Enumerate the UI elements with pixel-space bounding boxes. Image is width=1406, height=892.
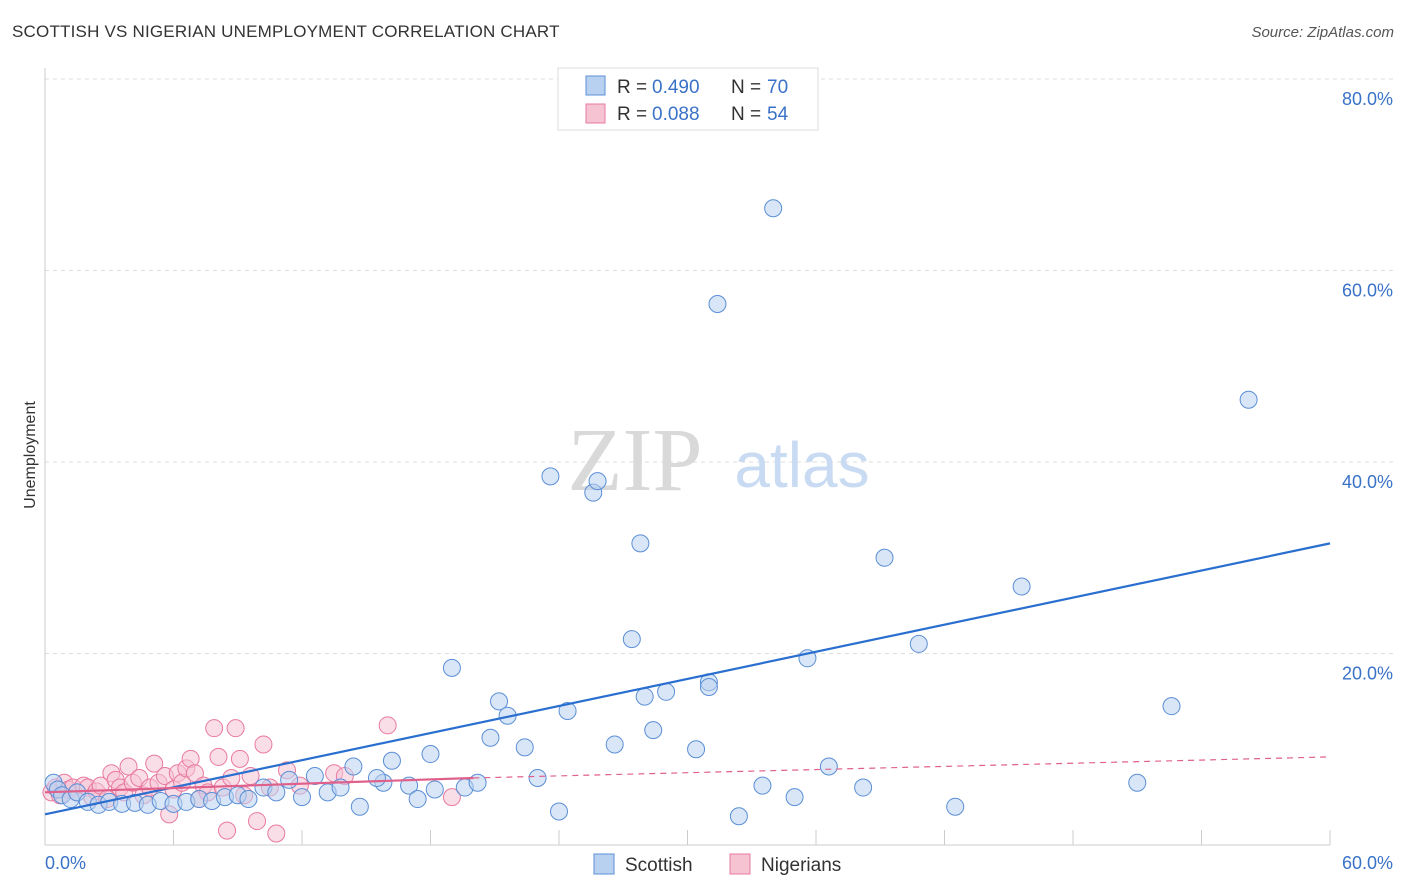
y-tick-label: 60.0%: [1342, 281, 1393, 301]
scottish-point: [293, 788, 311, 807]
trend-lines: [44, 542, 1331, 816]
nigerians-point: [209, 747, 228, 766]
nigerians-point: [205, 719, 224, 738]
scottish-point: [305, 767, 324, 786]
scottish-point: [541, 467, 560, 486]
scottish-point: [909, 634, 928, 653]
scottish-point: [875, 548, 894, 567]
scottish-point: [699, 678, 718, 697]
scottish-point: [515, 738, 534, 757]
scottish-point: [1128, 773, 1147, 792]
y-tick-label: 40.0%: [1342, 472, 1393, 492]
nigerians-point: [378, 716, 397, 735]
nigerians-point: [145, 754, 164, 773]
gridlines: [45, 78, 1395, 654]
scottish-point: [588, 472, 607, 491]
scottish-point: [367, 768, 386, 787]
legend-bottom: Scottish Nigerians: [593, 853, 841, 876]
scottish-point: [644, 721, 663, 740]
legend-n-label: N =: [731, 77, 761, 98]
legend-bottom-swatch-nigerians: [729, 853, 751, 875]
scottish-point: [1239, 390, 1258, 409]
y-tick-label: 80.0%: [1342, 89, 1393, 109]
scottish-point: [687, 740, 706, 759]
scottish-point: [1012, 577, 1031, 596]
scottish-point: [528, 768, 547, 787]
scottish-point: [1162, 697, 1181, 716]
scottish-point: [708, 295, 727, 314]
legend-r-label: R =: [617, 77, 647, 98]
scottish-point: [819, 757, 838, 776]
scottish-point: [239, 790, 258, 809]
scottish-point: [785, 788, 804, 807]
x-tick-labels: 0.0% 60.0%: [45, 853, 1393, 873]
legend-top: R = 0.490 N = 70 R = 0.088 N = 54: [557, 67, 819, 131]
scottish-point: [481, 728, 500, 747]
scottish-point: [421, 745, 440, 764]
legend-bottom-label-nigerians: Nigerians: [761, 855, 841, 876]
scottish-point: [622, 630, 641, 649]
axes: [44, 68, 1331, 846]
scottish-point: [400, 776, 419, 795]
scottish-point: [631, 534, 650, 553]
scottish-point: [280, 770, 299, 789]
nigerians-point: [254, 735, 273, 754]
legend-bottom-swatch-scottish: [593, 853, 615, 875]
scottish-point: [425, 780, 444, 799]
nigerians-point: [222, 768, 241, 787]
nigerians-point: [267, 824, 286, 843]
x-tick-label: 0.0%: [45, 853, 86, 873]
watermark-atlas: atlas: [734, 429, 869, 501]
nigerians-point: [248, 812, 267, 831]
scottish-point: [946, 797, 965, 816]
scottish-points: [44, 199, 1258, 826]
legend-swatch-scottish: [585, 75, 606, 96]
chart-title: SCOTTISH VS NIGERIAN UNEMPLOYMENT CORREL…: [12, 22, 560, 41]
nigerians-point: [226, 719, 245, 738]
scottish-point: [605, 735, 624, 754]
nigerians-point: [230, 749, 249, 768]
scottish-point: [382, 751, 401, 770]
nigerians-point: [218, 821, 237, 840]
scottish-point: [854, 778, 873, 797]
scottish-point: [657, 682, 676, 701]
legend-n-label: N =: [731, 104, 761, 125]
scottish-trend-line: [44, 542, 1331, 816]
scottish-point: [729, 807, 748, 826]
scottish-point: [635, 687, 654, 706]
nigerians-trend-line: [44, 776, 474, 794]
scottish-point: [490, 692, 509, 711]
scottish-point: [550, 802, 568, 821]
scottish-point: [442, 658, 461, 677]
scottish-point: [558, 701, 577, 720]
scottish-point: [267, 783, 286, 802]
scottish-point: [764, 199, 783, 218]
nigerians-trend-extension: [473, 756, 1331, 779]
source-label: Source: ZipAtlas.com: [1251, 24, 1394, 41]
scottish-point: [468, 773, 487, 792]
x-tick-label: 60.0%: [1342, 853, 1393, 873]
scottish-point: [344, 757, 363, 776]
y-tick-labels: 20.0% 40.0% 60.0% 80.0%: [1342, 89, 1393, 684]
legend-r-label: R =: [617, 104, 647, 125]
scottish-point: [350, 797, 369, 816]
scottish-point: [408, 790, 427, 809]
legend-n-value: 54: [767, 104, 789, 125]
legend-swatch-nigerians: [585, 103, 606, 124]
legend-r-value: 0.490: [652, 77, 700, 98]
y-tick-label: 20.0%: [1342, 664, 1393, 684]
legend-r-value: 0.088: [652, 104, 700, 125]
legend-n-value: 70: [767, 77, 788, 98]
scottish-point: [753, 776, 772, 795]
legend-bottom-label-scottish: Scottish: [625, 855, 693, 876]
nigerians-point: [442, 788, 461, 807]
